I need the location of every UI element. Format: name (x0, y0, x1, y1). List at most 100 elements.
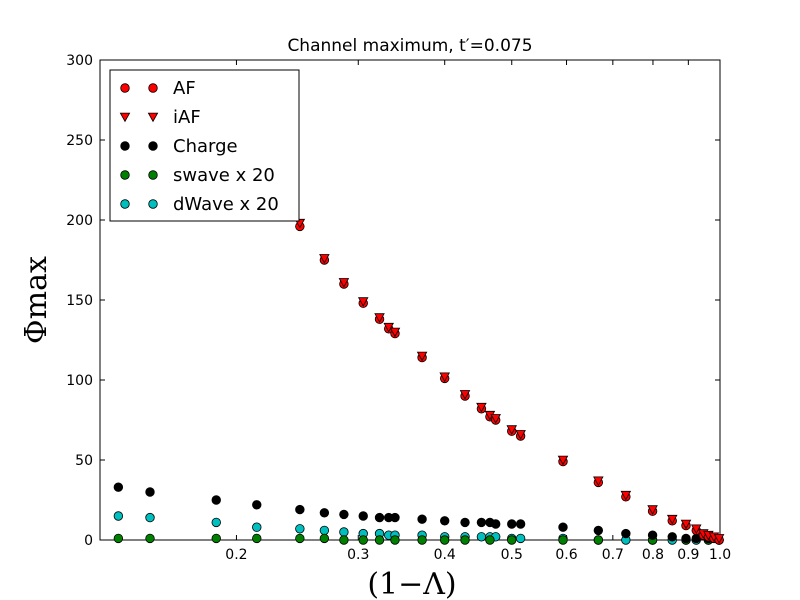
legend-marker (119, 112, 131, 123)
data-point (620, 490, 632, 501)
y-axis-label: Φmax (19, 256, 54, 344)
legend-label: iAF (173, 107, 201, 128)
data-point (339, 509, 349, 520)
data-point (558, 522, 568, 532)
data-point (440, 535, 450, 545)
x-tick-label: 0.9 (677, 547, 699, 563)
data-point (295, 504, 305, 515)
data-point (490, 519, 501, 529)
series-1-points (294, 218, 725, 544)
data-point (339, 535, 349, 545)
legend-entry: swave x 20 (120, 165, 275, 186)
chart-title: Channel maximum, t′=0.075 (287, 36, 532, 56)
data-point (390, 535, 400, 545)
legend-marker (147, 112, 159, 123)
legend-marker (148, 141, 158, 151)
data-point (374, 535, 385, 545)
data-point (252, 500, 262, 510)
y-tick-label: 0 (84, 533, 93, 549)
data-point (374, 512, 385, 523)
legend-entry: Charge (120, 136, 238, 157)
data-point (390, 512, 400, 523)
data-point (252, 533, 262, 544)
x-tick-label: 0.7 (602, 547, 624, 563)
x-tick-label: 0.4 (434, 547, 456, 563)
legend-marker (148, 199, 158, 209)
legend-marker (148, 83, 158, 93)
legend-frame (109, 69, 300, 222)
axis-ticks: 0.2 0.3 0.4 0.5 0.6 0.7 0.8 0.9 1.0 0 50 100 150 200 2… (66, 53, 731, 563)
legend-marker (120, 170, 130, 180)
data-point (357, 297, 369, 307)
x-axis-label: (1−Λ) (367, 567, 456, 600)
x-tick-label: 0.6 (555, 547, 577, 563)
data-point (417, 514, 427, 524)
data-point (145, 487, 155, 497)
legend-marker (120, 141, 130, 151)
data-point (295, 524, 305, 534)
data-point (145, 533, 155, 544)
data-point (319, 533, 330, 544)
data-point (358, 535, 368, 545)
data-point (295, 533, 305, 544)
legend-entry: AF (120, 78, 196, 99)
data-point (485, 535, 495, 545)
x-tick-label: 0.3 (347, 547, 369, 563)
legend-label: AF (173, 78, 196, 99)
y-tick-label: 200 (66, 213, 93, 229)
data-point (252, 522, 262, 532)
legend-marker (148, 170, 158, 180)
legend-label: Charge (173, 136, 238, 157)
data-point (593, 525, 604, 536)
data-point (374, 313, 385, 323)
data-point (358, 511, 368, 521)
x-tick-label: 0.8 (642, 547, 664, 563)
y-tick-label: 250 (66, 133, 93, 149)
legend-label: dWave x 20 (173, 194, 279, 215)
data-point (507, 519, 517, 529)
data-point (211, 533, 221, 544)
data-point (476, 517, 487, 528)
data-point (476, 402, 487, 413)
chart-title-text: Channel maximum, t′=0.075 (287, 36, 532, 56)
data-point (319, 508, 330, 518)
x-tick-label: 1.0 (709, 547, 731, 563)
y-tick-label: 150 (66, 293, 93, 309)
data-point (621, 528, 631, 539)
y-tick-label: 50 (75, 453, 93, 469)
data-point (417, 535, 427, 545)
data-point (476, 532, 487, 542)
data-point (647, 505, 658, 515)
data-point (416, 351, 428, 362)
series-2-points (113, 482, 724, 545)
svg-text:Φmax: Φmax (19, 256, 54, 344)
legend-marker (120, 199, 130, 209)
data-point (667, 532, 677, 542)
data-point (593, 535, 604, 545)
data-point (690, 524, 702, 534)
svg-text:Channel maximum, t′=0.075: Channel maximum, t′=0.075 (287, 36, 532, 56)
data-point (338, 278, 350, 288)
data-point (666, 514, 678, 525)
data-points (113, 218, 725, 545)
data-point (211, 495, 221, 505)
data-point (339, 527, 349, 537)
data-point (460, 517, 470, 528)
legend-label: swave x 20 (173, 165, 275, 186)
data-point (113, 511, 124, 521)
data-point (460, 535, 470, 545)
legend-marker (120, 83, 130, 93)
y-tick-label: 300 (66, 53, 93, 69)
data-point (515, 519, 526, 529)
data-point (557, 455, 569, 466)
data-point (439, 372, 450, 382)
data-point (459, 390, 471, 400)
data-point (515, 533, 526, 544)
x-tick-label: 0.2 (225, 547, 247, 563)
data-point (440, 516, 450, 526)
data-point (681, 533, 691, 544)
data-point (319, 525, 330, 536)
data-point (713, 534, 725, 544)
y-tick-label: 100 (66, 373, 93, 389)
data-point (319, 254, 330, 264)
